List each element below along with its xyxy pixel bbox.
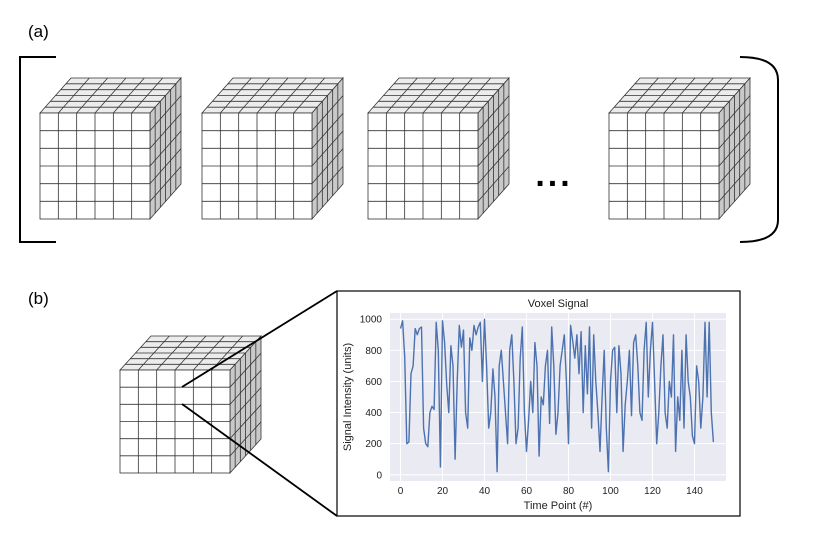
y-axis-label: Signal Intensity (units) <box>342 343 354 451</box>
x-axis-label: Time Point (#) <box>524 500 593 512</box>
x-tick-labels: 0 20 40 60 80 100 120 140 <box>398 486 704 497</box>
y-tick-label: 1000 <box>360 315 383 326</box>
cube-grid-line <box>477 166 510 202</box>
cube-grid-line <box>718 166 751 202</box>
zoom-line-bottom <box>181 403 338 517</box>
x-tick-label: 0 <box>398 486 404 497</box>
y-tick-label: 600 <box>365 377 382 388</box>
x-tick-label: 80 <box>563 486 575 497</box>
y-tick-labels: 0 200 400 600 800 1000 <box>360 315 383 482</box>
zoom-line-top <box>181 290 338 388</box>
x-tick-label: 20 <box>437 486 449 497</box>
panel-label-a: (a) <box>28 22 49 41</box>
voxel-signal-chart: 0 20 40 60 80 100 120 140 0 200 400 600 800 1000 Vox… <box>342 298 726 512</box>
ellipsis: ... <box>535 156 572 194</box>
panel-label-b: (b) <box>28 289 49 308</box>
y-tick-label: 800 <box>365 346 382 357</box>
volume-cube <box>201 76 344 221</box>
y-tick-label: 200 <box>365 439 382 450</box>
chart-title: Voxel Signal <box>528 298 589 310</box>
x-tick-label: 100 <box>602 486 619 497</box>
volume-sequence <box>39 76 751 221</box>
x-tick-label: 140 <box>686 486 703 497</box>
cube-grid-line <box>311 166 344 202</box>
cube-grid-line <box>149 166 182 202</box>
series-line <box>399 318 715 473</box>
volume-cube <box>39 76 182 221</box>
right-bracket <box>739 56 779 243</box>
cube-grid-line <box>229 421 262 457</box>
y-tick-label: 0 <box>376 470 382 481</box>
x-tick-label: 120 <box>644 486 661 497</box>
single-volume-cube <box>119 334 262 475</box>
x-tick-label: 40 <box>479 486 491 497</box>
left-bracket <box>19 56 56 243</box>
volume-cube <box>367 76 510 221</box>
y-tick-label: 400 <box>365 408 382 419</box>
x-tick-label: 60 <box>521 486 533 497</box>
volume-cube <box>608 76 751 221</box>
